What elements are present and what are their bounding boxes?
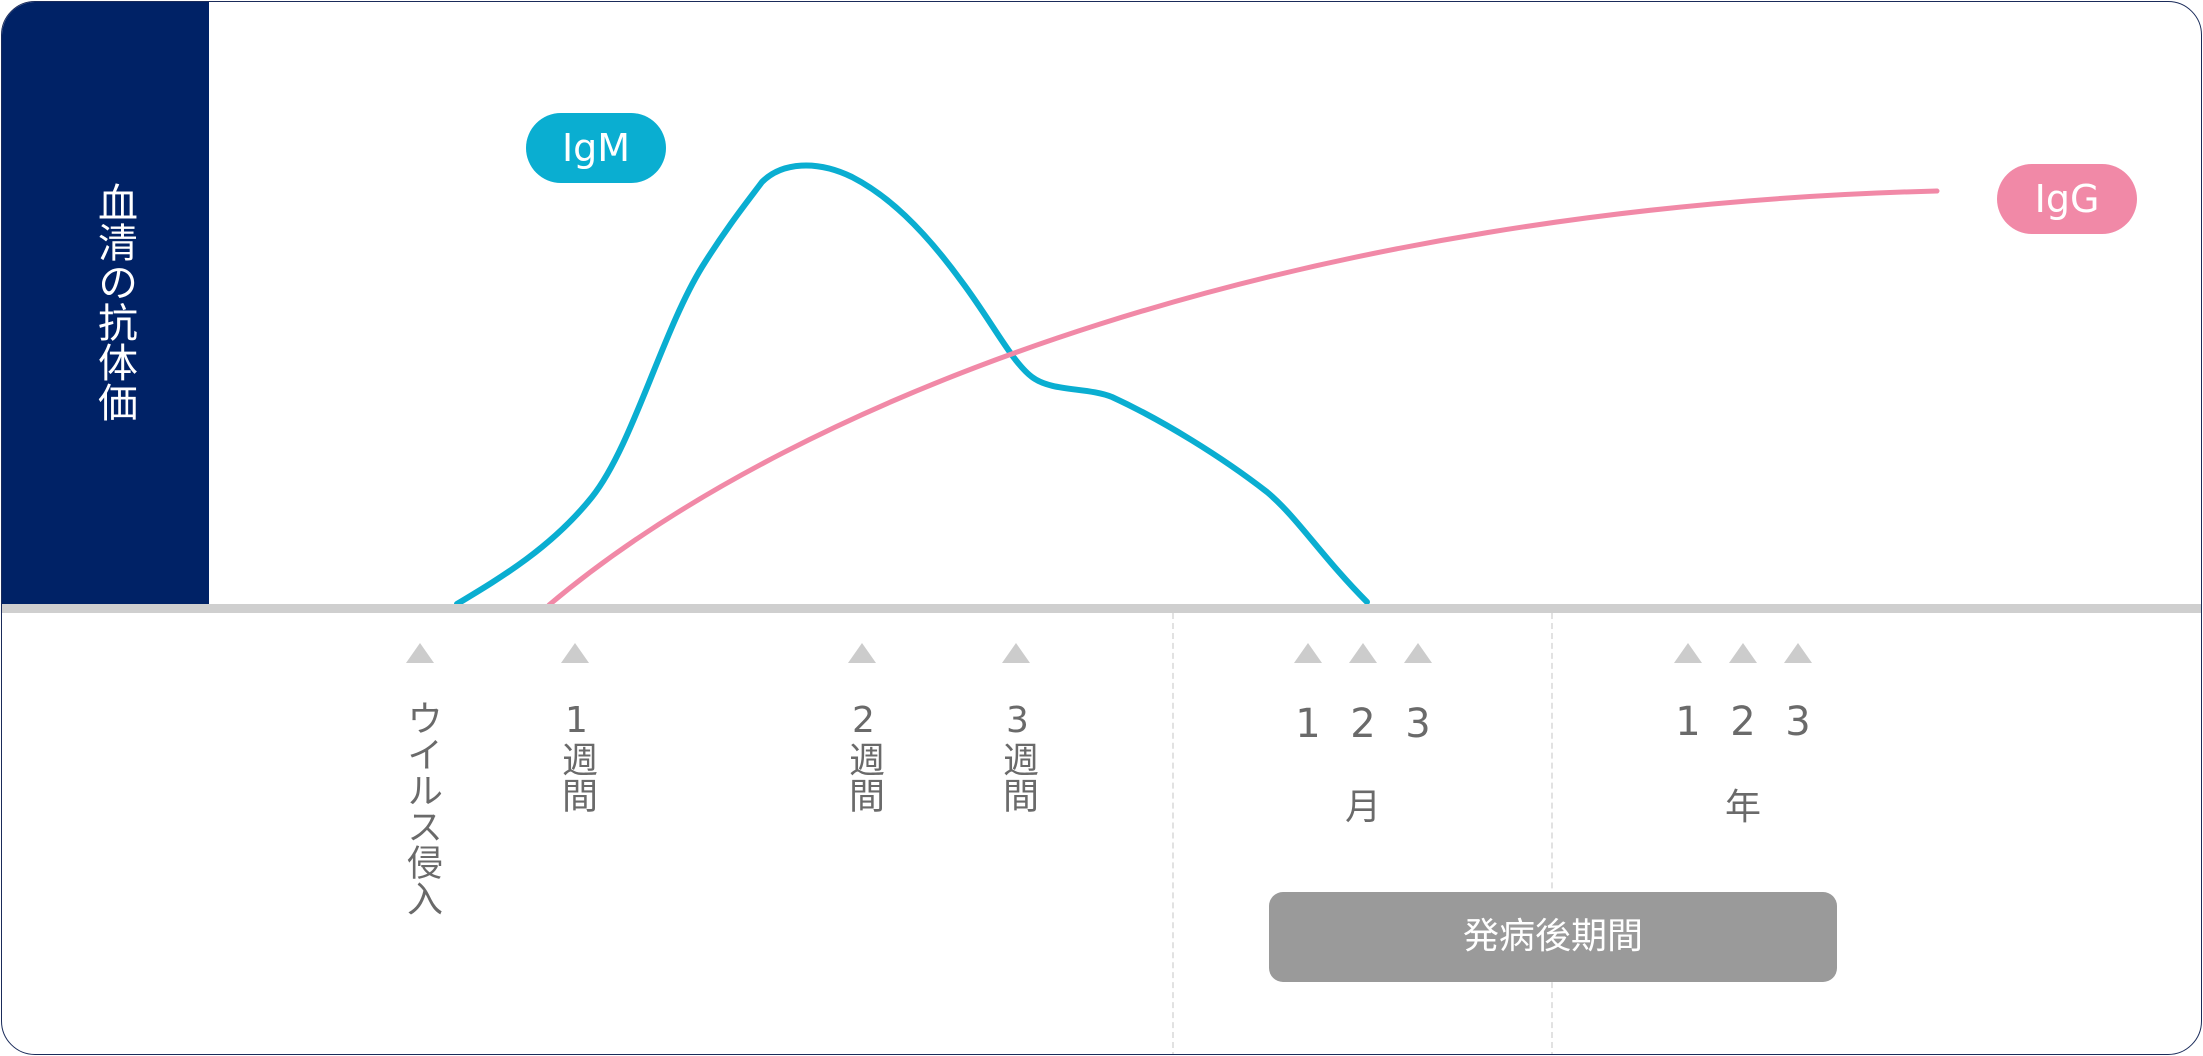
tick-marker-year1 xyxy=(1674,643,1702,663)
year-number-2: 2 xyxy=(1730,699,1756,745)
igg-curve xyxy=(546,188,1940,608)
y-axis-panel: 血清の抗体価 xyxy=(2,2,209,606)
tick-marker-year2 xyxy=(1729,643,1757,663)
divider-weeks-months xyxy=(1172,613,1174,1054)
divider-months-years xyxy=(1551,613,1553,1054)
tick-label-week1: 1週間 xyxy=(556,700,597,813)
year-number-3: 3 xyxy=(1785,699,1811,745)
igm-label: IgM xyxy=(526,113,666,183)
tick-marker-week1 xyxy=(561,643,589,663)
year-unit: 年 xyxy=(1724,787,1761,828)
month-unit: 月 xyxy=(1344,787,1381,828)
tick-label-week3: 3週間 xyxy=(997,700,1038,813)
tick-marker-month1 xyxy=(1294,643,1322,663)
tick-marker-month3 xyxy=(1404,643,1432,663)
tick-marker-year3 xyxy=(1784,643,1812,663)
month-number-3: 3 xyxy=(1405,701,1431,747)
tick-marker-virus xyxy=(406,643,434,663)
igm-curve xyxy=(454,162,1370,607)
x-axis-baseline xyxy=(2,604,2201,613)
igg-label: IgG xyxy=(1997,164,2137,234)
tick-marker-week3 xyxy=(1002,643,1030,663)
month-number-1: 1 xyxy=(1295,701,1321,747)
month-number-2: 2 xyxy=(1350,701,1376,747)
y-axis-label: 血清の抗体価 xyxy=(91,182,137,422)
tick-label-virus-entry: ウイルス侵入 xyxy=(401,700,442,916)
tick-marker-week2 xyxy=(848,643,876,663)
post-onset-period-label: 発病後期間 xyxy=(1269,892,1837,982)
tick-label-week2: 2週間 xyxy=(843,700,884,813)
year-number-1: 1 xyxy=(1675,699,1701,745)
tick-marker-month2 xyxy=(1349,643,1377,663)
